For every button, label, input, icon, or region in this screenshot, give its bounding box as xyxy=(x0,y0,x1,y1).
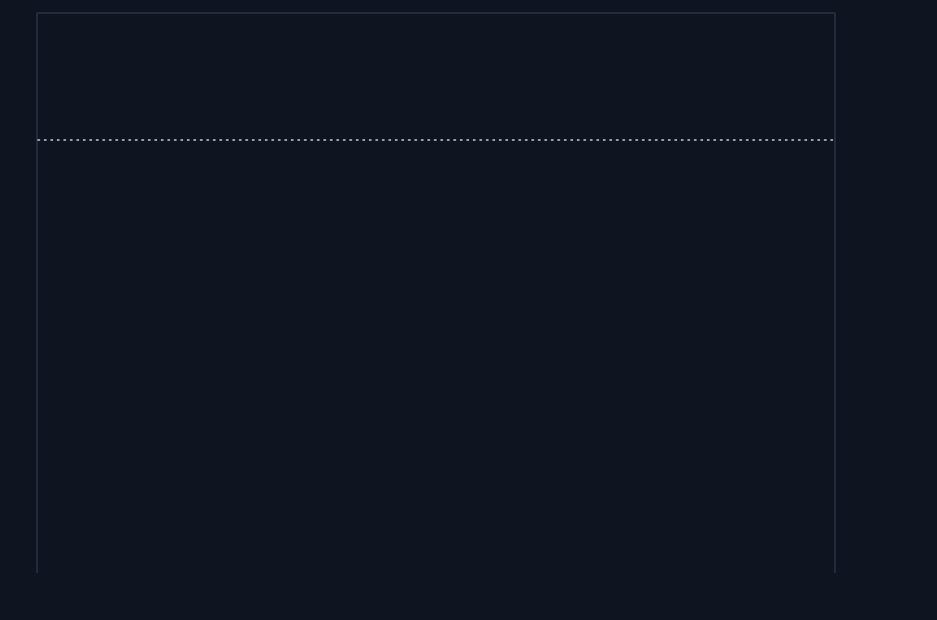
chart-frame xyxy=(36,12,836,573)
